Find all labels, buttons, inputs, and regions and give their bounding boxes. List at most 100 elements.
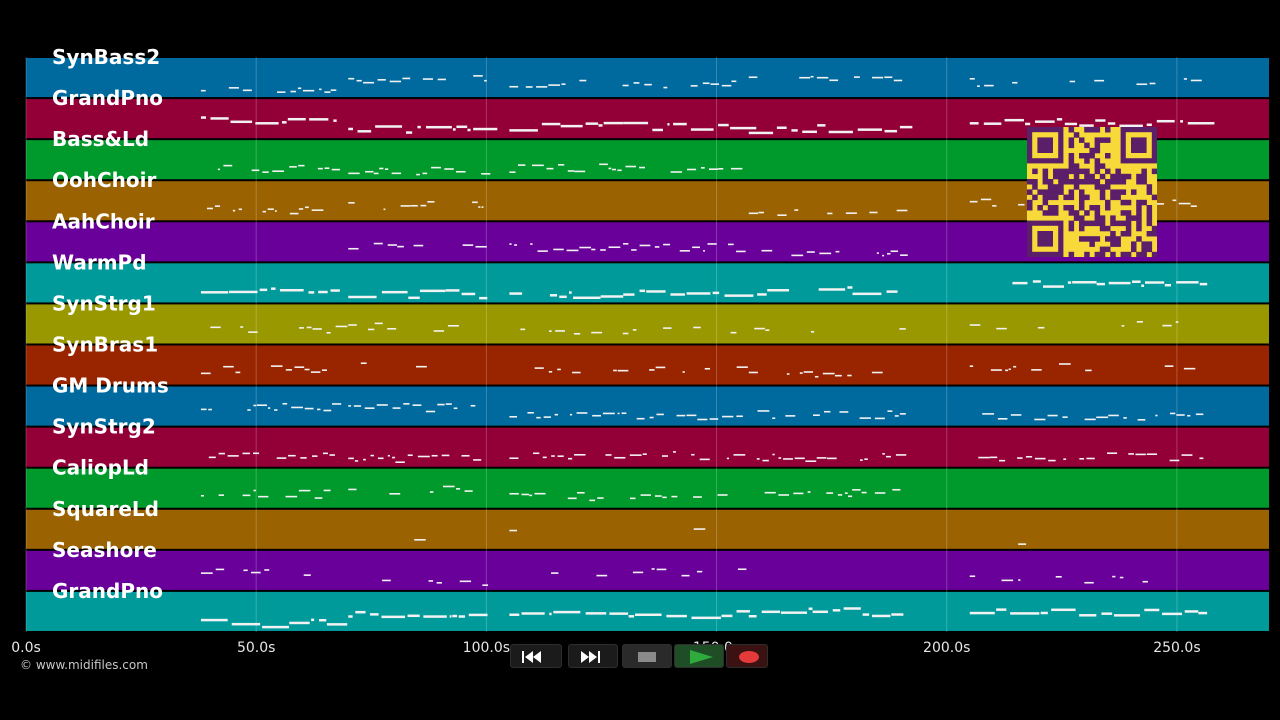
note xyxy=(861,491,867,494)
note xyxy=(853,76,860,78)
note xyxy=(534,367,544,369)
note xyxy=(395,461,405,464)
note xyxy=(200,89,206,92)
note xyxy=(649,369,655,371)
note xyxy=(389,493,401,495)
note xyxy=(874,492,886,494)
note xyxy=(885,455,891,458)
note xyxy=(996,608,1007,611)
note xyxy=(690,128,714,131)
note xyxy=(553,248,564,251)
note xyxy=(317,408,321,411)
stop-button[interactable] xyxy=(622,644,672,668)
note xyxy=(772,417,776,420)
note xyxy=(452,614,458,618)
note xyxy=(737,568,747,571)
note xyxy=(754,327,765,330)
note xyxy=(267,208,274,210)
note xyxy=(310,371,321,373)
note xyxy=(1183,367,1196,370)
note xyxy=(1059,363,1071,365)
note xyxy=(230,120,253,124)
note xyxy=(285,369,292,371)
note xyxy=(892,488,901,491)
note xyxy=(1181,454,1193,456)
note xyxy=(298,164,305,167)
note xyxy=(473,459,482,461)
note xyxy=(807,491,811,493)
note xyxy=(445,403,452,405)
note xyxy=(355,610,366,614)
note xyxy=(721,614,733,618)
notes-layer xyxy=(200,75,1215,629)
note xyxy=(990,369,1002,371)
note xyxy=(687,168,697,171)
note xyxy=(481,173,491,175)
note xyxy=(324,167,330,170)
note xyxy=(772,453,775,456)
note xyxy=(1144,608,1160,612)
note xyxy=(969,78,975,80)
note xyxy=(834,374,842,377)
track-label: SynBass2 xyxy=(52,45,160,69)
note xyxy=(314,497,323,499)
note xyxy=(250,571,261,574)
fast-forward-button[interactable] xyxy=(568,644,618,668)
note xyxy=(794,209,799,211)
rewind-button[interactable] xyxy=(510,644,562,668)
note xyxy=(274,409,278,411)
note xyxy=(551,572,559,574)
note xyxy=(348,405,352,407)
track-band xyxy=(26,304,1269,344)
track-band xyxy=(26,550,1269,590)
note xyxy=(264,569,270,571)
note xyxy=(1001,579,1014,582)
rewind-icon xyxy=(522,651,541,663)
note xyxy=(686,292,711,295)
note xyxy=(255,122,279,125)
note xyxy=(1035,120,1055,123)
note xyxy=(832,609,841,612)
note xyxy=(630,497,636,500)
note xyxy=(718,123,729,127)
note xyxy=(413,244,424,247)
note xyxy=(876,252,879,254)
note xyxy=(663,86,668,89)
note xyxy=(200,494,205,497)
note xyxy=(379,167,384,170)
note xyxy=(412,404,422,406)
note xyxy=(1025,122,1031,126)
note xyxy=(574,453,586,456)
note xyxy=(1164,283,1171,287)
track-label: AahChoir xyxy=(52,209,155,233)
note xyxy=(890,250,899,253)
note xyxy=(509,529,517,532)
note xyxy=(736,366,748,368)
track-label: WarmPd xyxy=(52,250,147,274)
note xyxy=(654,495,662,497)
note xyxy=(1086,457,1095,460)
note xyxy=(629,454,642,456)
note xyxy=(1190,205,1197,207)
note xyxy=(969,575,976,578)
qr-code xyxy=(1027,127,1157,257)
note xyxy=(817,124,826,127)
note xyxy=(813,414,820,417)
note xyxy=(251,169,260,172)
note xyxy=(622,84,629,87)
play-button[interactable] xyxy=(674,644,724,668)
note xyxy=(679,250,690,252)
note xyxy=(722,415,734,418)
note xyxy=(852,292,882,296)
note xyxy=(598,124,603,127)
note xyxy=(370,613,379,616)
record-button[interactable] xyxy=(726,644,768,668)
note xyxy=(1095,119,1106,122)
note xyxy=(736,415,743,418)
note xyxy=(317,167,323,170)
note xyxy=(381,290,408,294)
note xyxy=(400,205,411,207)
note xyxy=(391,172,402,175)
note xyxy=(353,405,362,407)
note xyxy=(617,369,629,372)
